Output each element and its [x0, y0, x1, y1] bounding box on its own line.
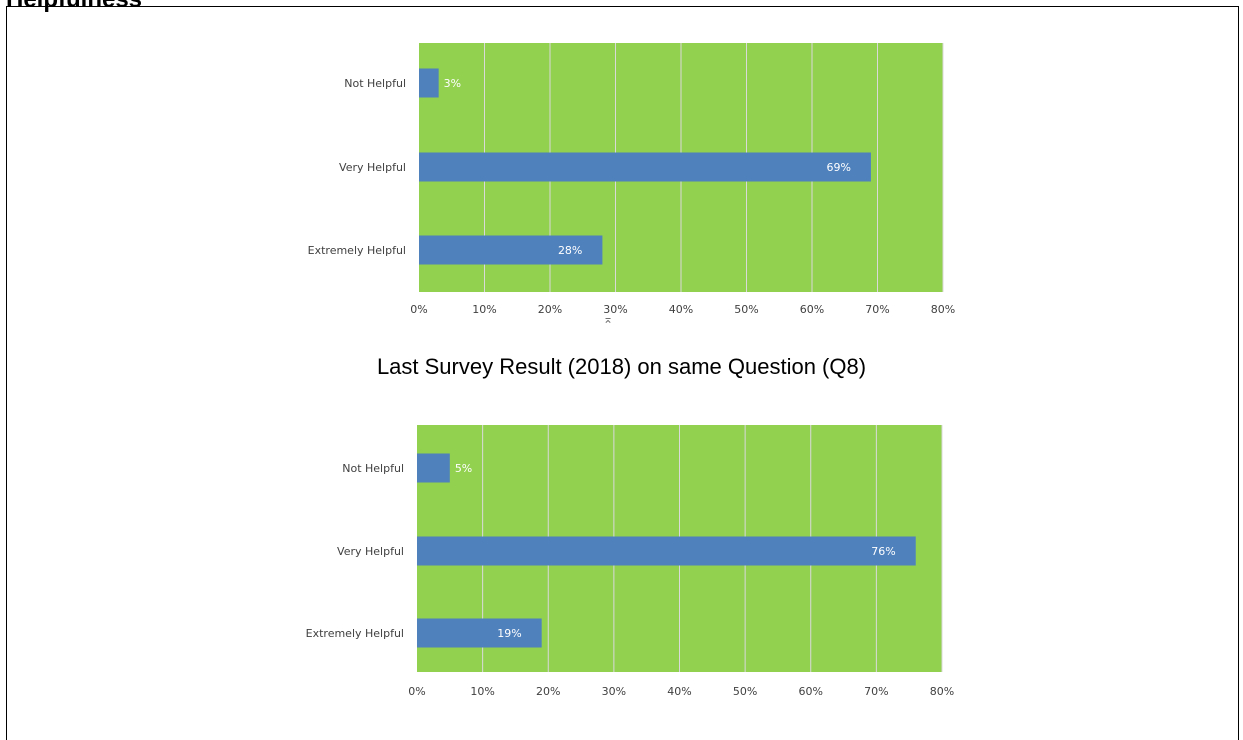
- data-label: 76%: [871, 545, 895, 558]
- category-label: Very Helpful: [339, 161, 406, 174]
- bar: [417, 536, 916, 566]
- x-tick-label: 10%: [470, 685, 494, 698]
- x-tick-label: 80%: [931, 303, 955, 316]
- x-tick-label: 40%: [669, 303, 693, 316]
- clipped-heading: Helpfulness: [6, 0, 142, 14]
- x-tick-label: 20%: [536, 685, 560, 698]
- data-label: 19%: [497, 627, 521, 640]
- x-tick-label: 80%: [930, 685, 954, 698]
- x-tick-label: 70%: [865, 303, 889, 316]
- category-label: Extremely Helpful: [306, 627, 404, 640]
- x-tick-label: 70%: [864, 685, 888, 698]
- category-label: Very Helpful: [337, 545, 404, 558]
- data-label: 5%: [455, 462, 472, 475]
- data-label: 69%: [826, 161, 850, 174]
- data-label: 3%: [444, 77, 461, 90]
- x-tick-label: 50%: [734, 303, 758, 316]
- x-tick-label: 0%: [408, 685, 425, 698]
- section-title: Last Survey Result (2018) on same Questi…: [376, 354, 867, 379]
- category-label: Not Helpful: [344, 77, 406, 90]
- x-tick-label: 30%: [602, 685, 626, 698]
- bar: [417, 453, 450, 483]
- x-tick-label: 60%: [799, 685, 823, 698]
- x-tick-label: 30%: [603, 303, 627, 316]
- data-label: 28%: [558, 244, 582, 257]
- bar: [419, 235, 603, 265]
- category-label: Extremely Helpful: [308, 244, 406, 257]
- x-tick-label: 60%: [800, 303, 824, 316]
- bar: [419, 68, 439, 98]
- x-tick-label: 50%: [733, 685, 757, 698]
- x-tick-label: 20%: [538, 303, 562, 316]
- category-label: Not Helpful: [342, 462, 404, 475]
- bar: [417, 618, 542, 648]
- x-tick-label: 10%: [472, 303, 496, 316]
- x-tick-label: 0%: [410, 303, 427, 316]
- cursor-icon: ⌅: [603, 312, 614, 326]
- bar: [419, 152, 871, 182]
- document-frame: [6, 6, 1239, 740]
- x-tick-label: 40%: [667, 685, 691, 698]
